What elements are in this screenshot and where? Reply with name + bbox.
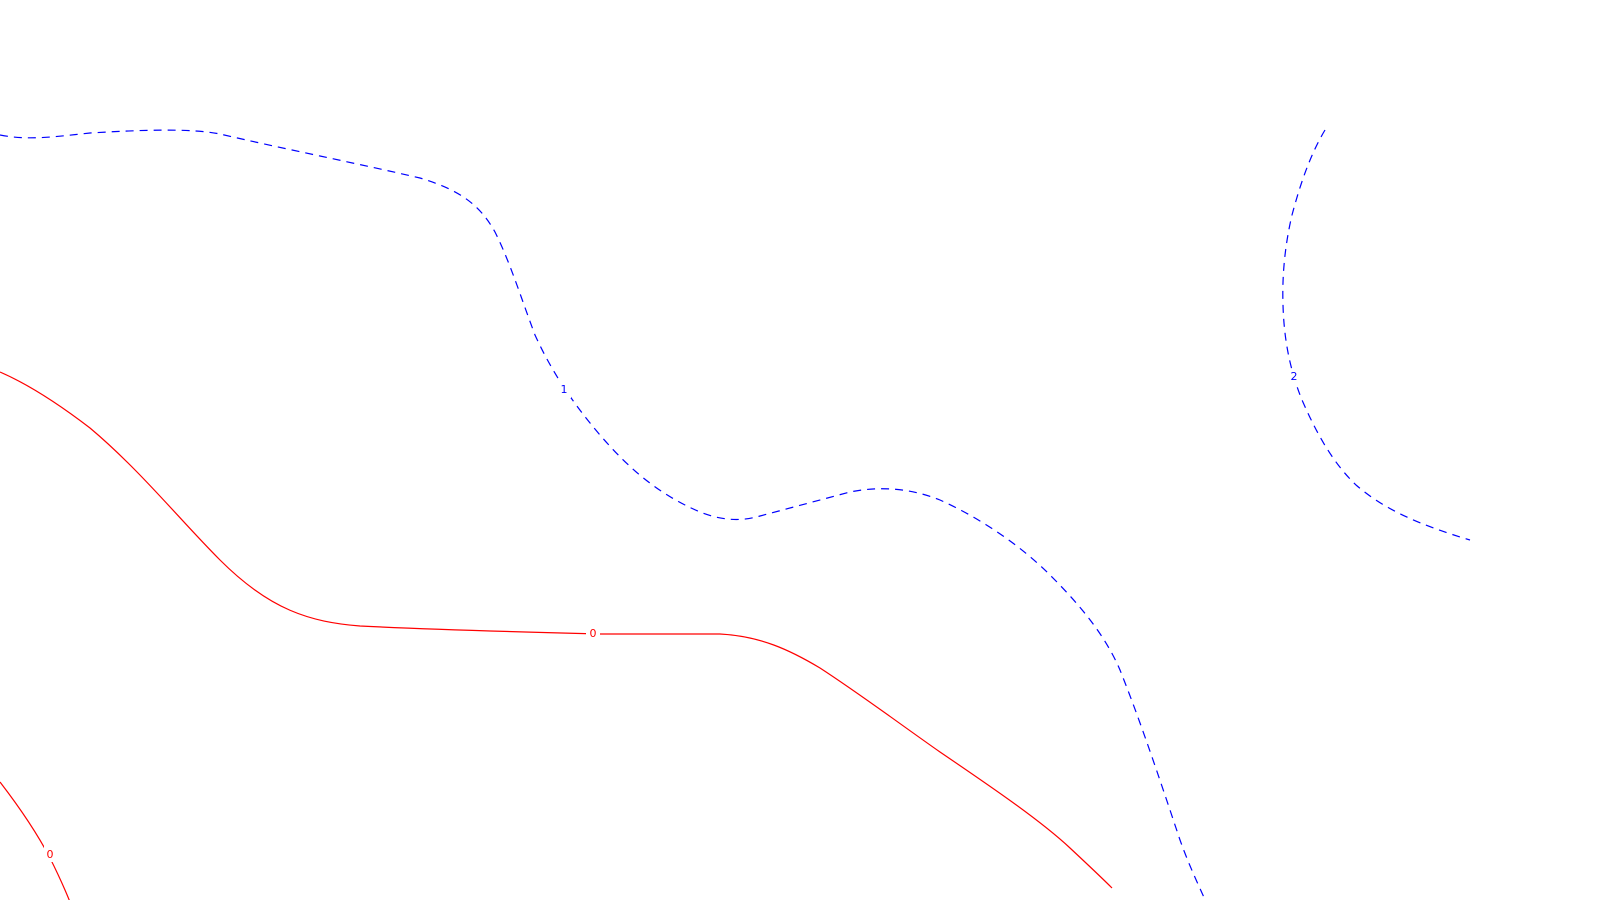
contour-path-level-2 (1282, 129, 1471, 541)
contour-line-level-2: 2 (1282, 129, 1471, 541)
contour-label-1: 1 (561, 383, 568, 396)
contour-line-level-0-corner: 0 (0, 781, 70, 900)
contour-path-level-0-main (0, 371, 1113, 889)
contour-path-level-0-corner (0, 781, 70, 900)
contour-line-level-0-main: 0 (0, 371, 1113, 889)
contour-label-0-main: 0 (590, 627, 597, 640)
contour-label-2: 2 (1291, 370, 1298, 383)
contour-line-level-1: 1 (0, 129, 1206, 900)
contour-path-level-1 (0, 129, 1206, 900)
contour-label-0-corner: 0 (47, 848, 54, 861)
